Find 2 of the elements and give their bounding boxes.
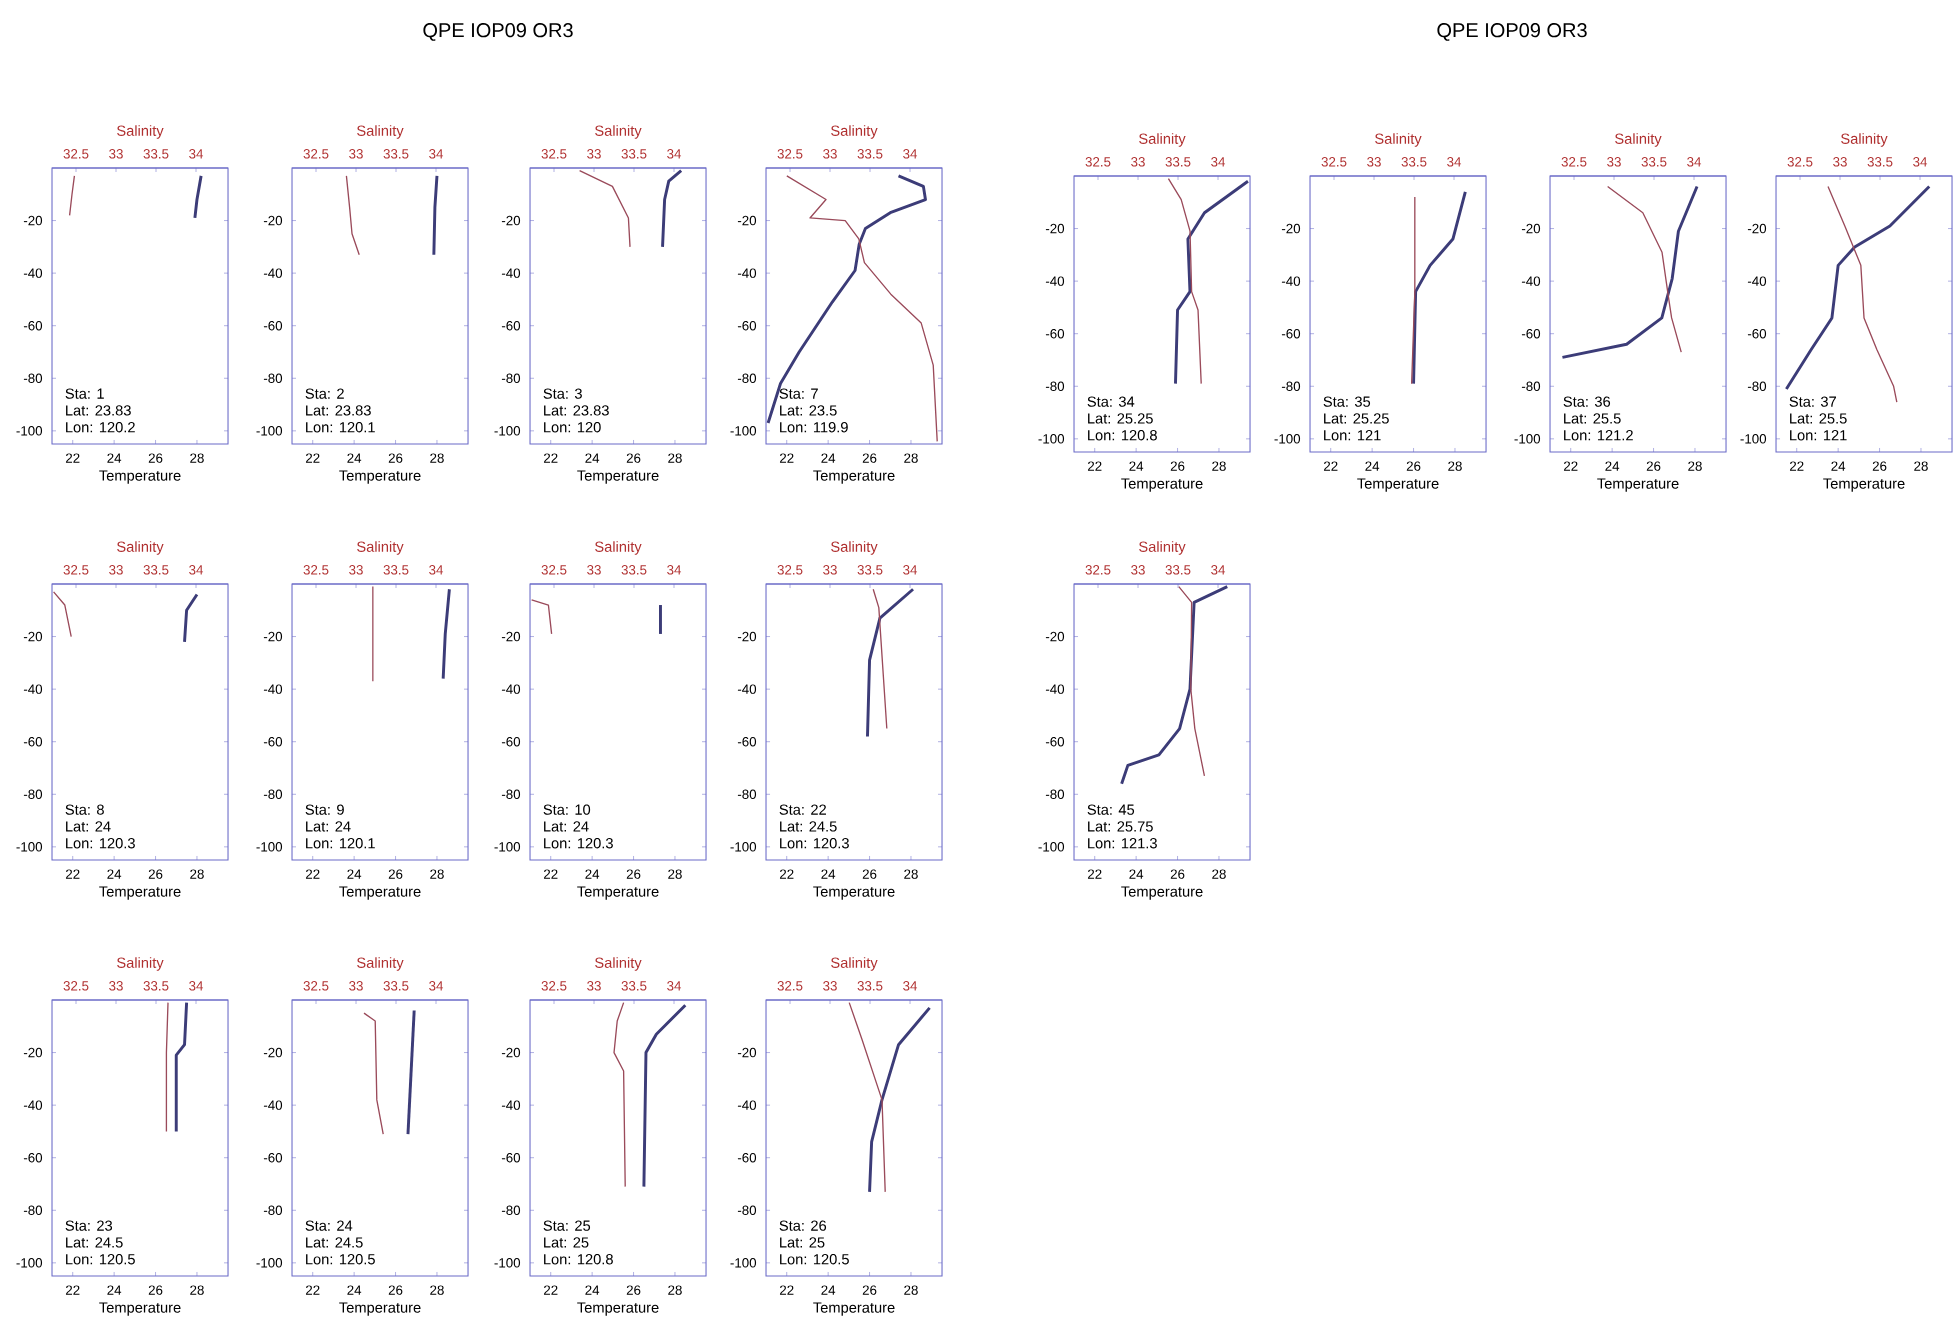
text: QPE IOP09 OR3 [423, 23, 573, 41]
text: QPE IOP09 OR3 [1437, 23, 1587, 41]
